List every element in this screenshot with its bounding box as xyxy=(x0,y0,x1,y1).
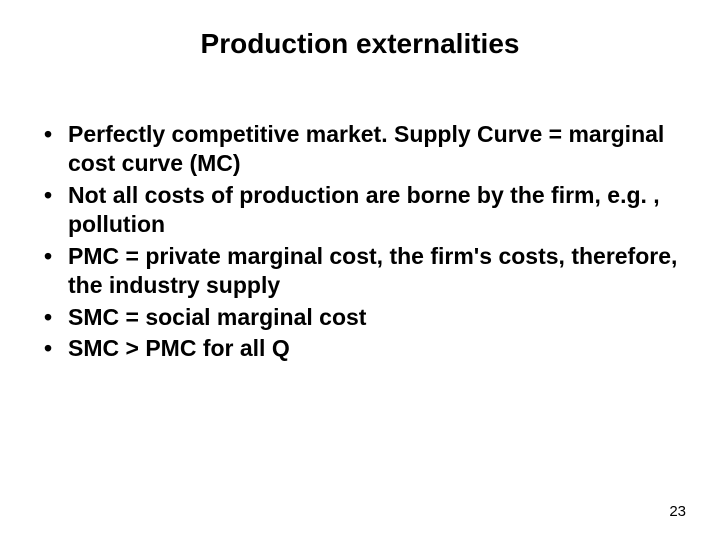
bullet-list: Perfectly competitive market. Supply Cur… xyxy=(38,120,692,364)
bullet-item: Not all costs of production are borne by… xyxy=(38,181,692,240)
page-number: 23 xyxy=(669,503,686,520)
bullet-item: SMC > PMC for all Q xyxy=(38,334,692,363)
bullet-item: SMC = social marginal cost xyxy=(38,303,692,332)
slide-title: Production externalities xyxy=(0,28,720,60)
bullet-item: Perfectly competitive market. Supply Cur… xyxy=(38,120,692,179)
slide: Production externalities Perfectly compe… xyxy=(0,0,720,540)
slide-body: Perfectly competitive market. Supply Cur… xyxy=(38,120,692,366)
bullet-item: PMC = private marginal cost, the firm's … xyxy=(38,242,692,301)
